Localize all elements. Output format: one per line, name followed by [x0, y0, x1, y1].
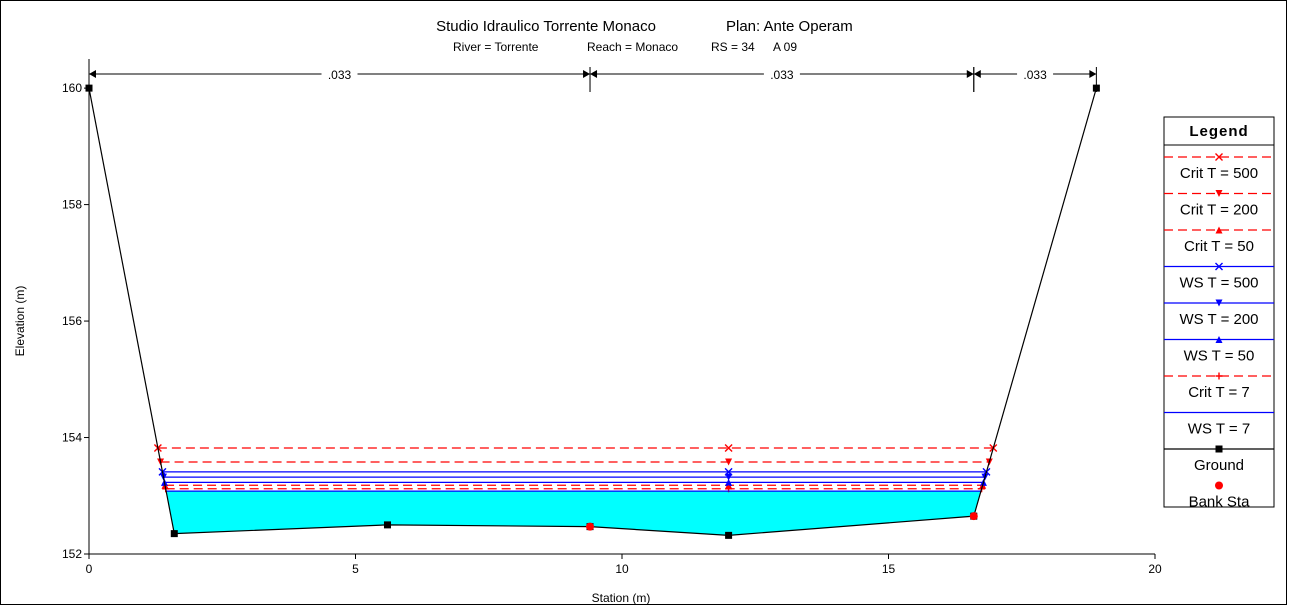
manning-label-2: .033: [1023, 68, 1047, 82]
plan-label: Plan: Ante Operam: [726, 18, 853, 35]
series-marker-crit-t-200-1: [725, 458, 733, 466]
y-tick-label-154: 154: [62, 431, 82, 445]
manning-arrow-left-1: [590, 70, 598, 78]
x-tick-label-0: 0: [86, 562, 93, 576]
series-marker-ws-t-50-1: [725, 478, 733, 486]
legend-marker-ground: [1215, 445, 1223, 453]
y-tick-label-152: 152: [62, 547, 82, 561]
ground-point-1: [170, 530, 178, 538]
legend-marker-ws-t-200: [1215, 299, 1223, 307]
series-marker-crit-t-500-1: [724, 444, 733, 453]
legend-label-ws-t-7: WS T = 7: [1188, 421, 1250, 438]
manning-arrow-right-0: [583, 70, 591, 78]
chart-title: Studio Idraulico Torrente Monaco: [436, 18, 656, 35]
legend-label-ws-t-500: WS T = 500: [1179, 275, 1258, 292]
manning-arrow-right-1: [966, 70, 974, 78]
y-tick-label-158: 158: [62, 198, 82, 212]
bank-station-0: [586, 522, 595, 531]
legend-label-bank-sta: Bank Sta: [1189, 494, 1251, 511]
y-axis-label: Elevation (m): [13, 286, 27, 357]
manning-arrow-left-2: [973, 70, 981, 78]
legend-marker-crit-t-500: [1215, 153, 1223, 161]
legend-label-crit-t-50: Crit T = 50: [1184, 238, 1254, 255]
water-fill: [166, 491, 981, 536]
subtitle-reach: Reach = Monaco: [587, 40, 678, 54]
manning-arrow-left-0: [89, 70, 96, 78]
x-tick-label-20: 20: [1148, 562, 1162, 576]
ground-point-2: [383, 521, 391, 529]
ground-point-4: [725, 531, 733, 539]
subtitle-river: River = Torrente: [453, 40, 539, 54]
legend-marker-bank-sta: [1215, 481, 1223, 490]
subtitle-label: A 09: [773, 40, 797, 54]
x-tick-label-5: 5: [352, 562, 359, 576]
legend-marker-ws-t-50: [1215, 336, 1223, 343]
legend-label-crit-t-500: Crit T = 500: [1180, 165, 1258, 182]
bank-station-1: [969, 512, 978, 521]
legend-marker-crit-t-7: [1215, 372, 1223, 380]
legend: Legend Crit T = 500 Crit T = 200 Crit T = …: [1163, 116, 1275, 511]
ground-line: [88, 87, 1097, 536]
y-tick-label-156: 156: [62, 314, 82, 328]
manning-label-0: .033: [328, 68, 352, 82]
legend-box: [1163, 116, 1275, 508]
legend-marker-crit-t-50: [1215, 226, 1223, 234]
x-tick-label-10: 10: [615, 562, 629, 576]
y-tick-label-160: 160: [62, 81, 82, 95]
legend-label-ws-t-200: WS T = 200: [1179, 311, 1258, 328]
legend-label-ground: Ground: [1194, 457, 1244, 474]
x-axis-label: Station (m): [592, 591, 651, 605]
subtitle-rs: RS = 34: [711, 40, 755, 54]
manning-arrow-right-2: [1089, 70, 1097, 78]
legend-title: Legend: [1189, 123, 1248, 140]
legend-label-ws-t-50: WS T = 50: [1184, 348, 1255, 365]
manning-label-1: .033: [770, 68, 794, 82]
x-tick-label-15: 15: [882, 562, 896, 576]
plot-area: 0 5 10 15 20 152 154 156 158 160 .033 .033 .033: [62, 59, 1162, 576]
legend-label-crit-t-200: Crit T = 200: [1180, 202, 1258, 219]
legend-marker-crit-t-200: [1215, 190, 1223, 197]
legend-marker-ws-t-500: [1215, 262, 1223, 271]
legend-label-crit-t-7: Crit T = 7: [1188, 384, 1250, 401]
series-marker-ws-t-200-1: [725, 473, 733, 481]
